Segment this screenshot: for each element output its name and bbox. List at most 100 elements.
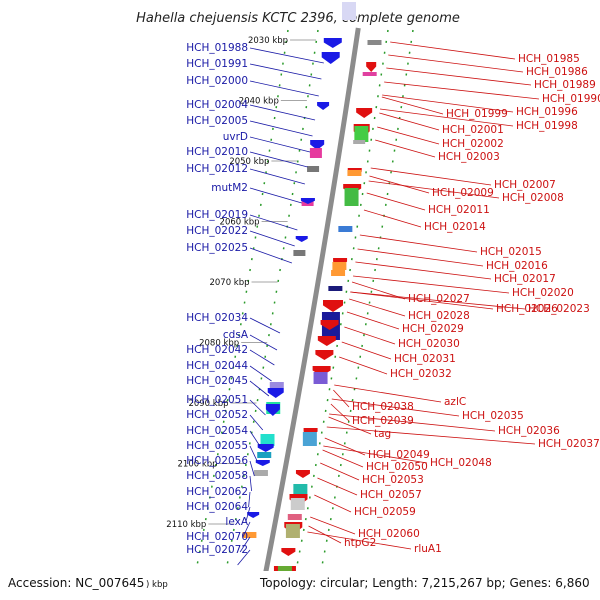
right-gene-label: rluA1	[414, 543, 442, 555]
right-gene-label: HCH_02060	[358, 528, 420, 540]
right-leader-line	[307, 531, 412, 550]
right-gene-label: HCH_02008	[502, 192, 564, 204]
title-marker	[342, 2, 356, 20]
right-leader-line	[328, 416, 372, 435]
right-gene-label: HCH_01999	[446, 108, 508, 120]
left-leader-line	[249, 63, 322, 80]
right-gene-label: HCH_02029	[402, 323, 464, 335]
right-leader-line	[324, 437, 366, 456]
left-gene-label: HCH_02052	[186, 409, 248, 421]
right-gene-label: HCH_02030	[398, 338, 460, 350]
gene-block	[307, 166, 320, 172]
left-gene-label: HCH_02045	[186, 375, 248, 387]
left-gene-label: HCH_02051	[186, 394, 248, 406]
gene-block	[293, 250, 306, 256]
left-leader-line	[249, 214, 298, 231]
forward-gene-arrow	[321, 52, 340, 64]
right-leader-line	[317, 477, 358, 496]
forward-gene-arrow	[323, 38, 342, 48]
left-leader-line	[249, 80, 319, 97]
right-leader-line	[382, 94, 514, 113]
right-leader-line	[357, 248, 484, 267]
right-gene-label: HCH_01990	[542, 93, 600, 105]
right-leader-line	[310, 516, 356, 535]
gene-block	[287, 514, 302, 520]
gene-block	[293, 484, 308, 496]
left-leader-line	[249, 47, 324, 64]
left-gene-label: mutM2	[211, 182, 248, 194]
right-leader-line	[368, 180, 500, 199]
left-leader-line	[248, 491, 251, 508]
kbp-scale: 2030 kbp 2040 kbp 2050 kbp 2060 kbp 2070 kbp…	[166, 36, 317, 530]
map-title: Hahella chejuensis KCTC 2396, complete g…	[136, 11, 460, 26]
right-gene-label: HCH_02003	[438, 151, 500, 163]
left-gene-label: HCH_02055	[186, 440, 248, 452]
right-leader-line	[377, 126, 440, 145]
right-leader-line	[344, 326, 396, 345]
right-gene-label: HCH_02031	[394, 353, 456, 365]
right-gene-label: azlC	[444, 396, 466, 408]
right-gene-label: HCH_01996	[516, 106, 578, 118]
forward-gene-arrow	[317, 102, 330, 110]
left-leader-line	[249, 230, 295, 247]
right-leader-line	[314, 494, 352, 513]
right-gene-label: HCH_02035	[462, 410, 524, 422]
right-leader-line	[375, 139, 436, 158]
left-leader-line	[249, 317, 281, 334]
left-leader-line	[249, 365, 272, 382]
left-gene-label: HCH_02000	[186, 75, 248, 87]
right-gene-label: HCH_02017	[494, 273, 556, 285]
forward-gene-arrow	[310, 140, 325, 150]
kbp-label: 2060 kbp	[220, 218, 260, 228]
right-leader-line	[349, 298, 406, 317]
right-gene-label: HCH_01989	[534, 79, 596, 91]
right-leader-line	[322, 449, 364, 468]
right-gene-label: HCH_01998	[516, 120, 578, 132]
right-leader-line	[346, 311, 400, 330]
right-leader-line	[369, 175, 430, 194]
right-gene-label: HCH_02053	[362, 474, 424, 486]
right-leader-line	[353, 275, 510, 294]
gene-block	[338, 226, 353, 232]
kbp-label: 2090 kbp	[188, 399, 228, 409]
left-gene-label: HCH_02025	[186, 242, 248, 254]
right-gene-label: HCH_02048	[430, 457, 492, 469]
right-gene-label: HCH_02049	[368, 449, 430, 461]
right-gene-label: HCH_02001	[442, 124, 504, 136]
left-leader-line	[245, 506, 251, 523]
right-leader-line	[341, 341, 392, 360]
right-gene-label: tag	[374, 428, 391, 440]
kbp-label: 2030 kbp	[248, 36, 288, 46]
left-leader-line	[249, 380, 270, 397]
right-leader-line	[331, 398, 460, 417]
right-leader-line	[370, 167, 492, 186]
left-gene-label: cdsA	[223, 329, 249, 341]
left-gene-label: HCH_02062	[186, 486, 248, 498]
left-gene-label: HCH_02054	[186, 425, 248, 437]
gene-features	[242, 38, 382, 586]
left-leader-line	[249, 187, 302, 204]
left-gene-label: HCH_02012	[186, 163, 248, 175]
kbp-label: 2070 kbp	[209, 278, 249, 288]
left-gene-label: HCH_02064	[186, 501, 248, 513]
left-gene-label: HCH_02005	[186, 115, 248, 127]
left-leader-line	[249, 151, 308, 168]
left-leader-line	[249, 414, 264, 431]
right-leader-line	[363, 209, 422, 228]
forward-gene-arrow	[255, 460, 270, 466]
backbone-line	[263, 27, 361, 573]
genome-backbone	[263, 2, 361, 573]
right-leader-line	[323, 445, 428, 464]
gene-block	[260, 434, 275, 446]
left-gene-labels: HCH_01988 HCH_01991 HCH_02000 HCH_02004 HCH_…	[186, 42, 324, 566]
footer-bar	[0, 571, 600, 600]
gene-block	[353, 140, 366, 144]
left-leader-line	[249, 445, 258, 462]
left-leader-line	[242, 521, 251, 538]
right-leader-line	[334, 384, 442, 403]
kbp-label: 2100 kbp	[178, 460, 218, 470]
left-leader-line	[239, 536, 251, 553]
gene-block	[309, 148, 322, 158]
genome-info-text: Topology: circular; Length: 7,215,267 bp…	[259, 576, 590, 590]
right-leader-line	[339, 356, 388, 375]
